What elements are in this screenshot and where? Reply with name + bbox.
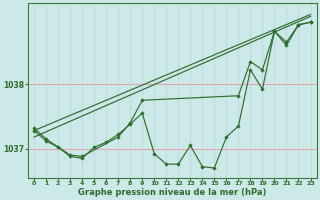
X-axis label: Graphe pression niveau de la mer (hPa): Graphe pression niveau de la mer (hPa) <box>78 188 267 197</box>
